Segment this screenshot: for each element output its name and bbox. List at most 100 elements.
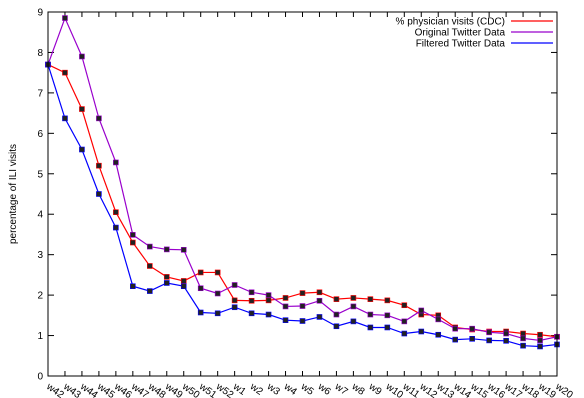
data-point: [147, 263, 153, 269]
data-point: [180, 247, 187, 253]
data-point: [248, 310, 255, 317]
data-point: [350, 295, 357, 301]
data-point: [197, 269, 204, 276]
data-point: [401, 318, 408, 325]
data-point: [113, 159, 119, 166]
data-point: [79, 106, 85, 112]
data-point: [113, 209, 119, 215]
y-tick-label: 6: [37, 129, 43, 140]
data-point: [79, 53, 85, 60]
y-tick-label: 8: [37, 48, 43, 59]
series-1: [45, 61, 560, 340]
data-point: [96, 162, 102, 169]
data-point: [96, 191, 102, 197]
data-point: [163, 274, 170, 280]
data-point: [333, 323, 340, 330]
x-tick-label: w20: [552, 381, 575, 398]
data-point: [418, 307, 425, 314]
data-point: [62, 115, 68, 122]
y-axis-title: percentage of ILI visits: [8, 144, 19, 244]
data-point: [265, 311, 272, 318]
data-point: [197, 309, 204, 316]
data-point: [367, 311, 374, 318]
data-point: [520, 335, 526, 342]
x-tick-label: w3: [264, 381, 282, 398]
data-point: [520, 330, 526, 337]
data-point: [435, 316, 442, 323]
data-point: [214, 269, 221, 276]
legend-label: % physician visits (CDC): [396, 17, 505, 28]
data-point: [299, 290, 306, 296]
y-tick-label: 9: [37, 8, 43, 19]
y-tick-label: 2: [37, 291, 43, 302]
data-point: [486, 337, 492, 344]
y-tick-label: 7: [37, 88, 43, 99]
data-point: [503, 330, 509, 337]
data-point: [130, 239, 136, 246]
data-point: [231, 282, 238, 288]
data-point: [503, 338, 509, 344]
data-point: [214, 310, 221, 317]
data-point: [469, 325, 475, 332]
data-point: [248, 289, 255, 296]
x-tick-label: w4: [281, 381, 299, 398]
data-point: [130, 232, 136, 238]
data-point: [163, 246, 170, 253]
y-tick-label: 3: [37, 250, 43, 261]
data-point: [265, 297, 272, 304]
y-tick-label: 1: [37, 331, 43, 342]
data-point: [62, 69, 68, 76]
data-point: [333, 296, 340, 302]
x-tick-label: w6: [315, 381, 333, 398]
data-point: [282, 295, 289, 301]
data-point: [367, 296, 374, 302]
data-point: [231, 304, 238, 311]
data-point: [435, 331, 442, 338]
data-point: [197, 285, 204, 292]
data-point: [248, 297, 255, 304]
data-point: [384, 297, 391, 304]
data-point: [265, 292, 272, 298]
data-point: [350, 303, 357, 310]
data-point: [401, 302, 408, 309]
data-point: [350, 318, 357, 325]
legend-label: Filtered Twitter Data: [416, 39, 506, 50]
data-point: [452, 336, 459, 343]
x-tick-label: w5: [298, 381, 316, 398]
data-point: [333, 311, 340, 318]
data-point: [282, 317, 289, 323]
data-point: [147, 243, 153, 250]
data-point: [418, 328, 425, 335]
data-point: [214, 290, 221, 297]
y-tick-label: 5: [37, 169, 43, 180]
y-tick-label: 4: [37, 210, 43, 221]
data-point: [401, 330, 408, 337]
data-point: [113, 224, 119, 231]
y-axis: 0 1 2 3 4 5 6 7 8 9: [37, 8, 557, 383]
data-point: [299, 303, 306, 309]
data-point: [367, 324, 374, 331]
x-tick-label: w2: [247, 381, 265, 398]
data-point: [163, 280, 170, 286]
data-point: [469, 335, 475, 342]
data-point: [316, 314, 323, 320]
data-point: [452, 325, 459, 332]
series-2: [45, 15, 560, 344]
data-point: [180, 278, 187, 284]
data-point: [486, 329, 492, 336]
y-tick-label: 0: [37, 372, 43, 383]
data-point: [231, 297, 238, 304]
data-point: [537, 331, 543, 338]
data-point: [316, 297, 323, 304]
data-point: [79, 146, 85, 153]
legend-label: Original Twitter Data: [415, 28, 506, 39]
x-tick-label: w9: [366, 381, 384, 398]
legend: % physician visits (CDC)Original Twitter…: [396, 17, 553, 50]
data-point: [299, 318, 306, 324]
data-point: [96, 115, 102, 122]
data-point: [282, 303, 289, 310]
data-point: [316, 289, 323, 296]
x-tick-label: w8: [349, 381, 367, 398]
plot-area: [47, 11, 558, 377]
